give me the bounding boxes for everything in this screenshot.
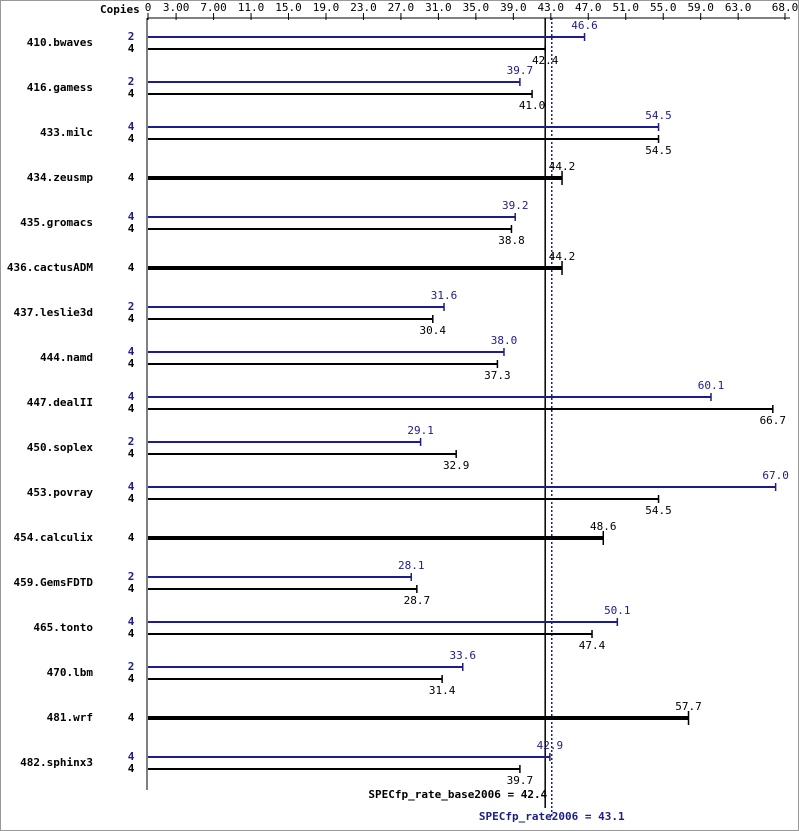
benchmark-name: 447.dealII [27, 396, 93, 409]
copies: 4 [128, 132, 135, 145]
copies: 4 [128, 615, 135, 628]
copies: 4 [128, 345, 135, 358]
value-label: 44.2 [549, 160, 576, 173]
value-label: 39.7 [507, 64, 534, 77]
benchmark-name: 437.leslie3d [14, 306, 93, 319]
value-label: 38.0 [491, 334, 518, 347]
x-tick-label: 3.00 [163, 1, 190, 14]
x-tick-label: 55.0 [650, 1, 677, 14]
value-label: 54.5 [645, 109, 672, 122]
value-label: 54.5 [645, 504, 672, 517]
benchmark-name: 450.soplex [27, 441, 94, 454]
x-tick-label: 0 [145, 1, 152, 14]
value-label: 44.2 [549, 250, 576, 263]
x-tick-label: 7.00 [200, 1, 227, 14]
value-label: 28.1 [398, 559, 425, 572]
copies: 4 [128, 480, 135, 493]
copies: 4 [128, 447, 135, 460]
x-tick-label: 35.0 [463, 1, 490, 14]
base-mean-label: SPECfp_rate_base2006 = 42.4 [368, 788, 547, 801]
value-label: 42.4 [532, 54, 559, 67]
x-tick-label: 39.0 [500, 1, 527, 14]
value-label: 37.3 [484, 369, 511, 382]
peak-mean-label: SPECfp_rate2006 = 43.1 [479, 810, 625, 823]
benchmark-name: 453.povray [27, 486, 94, 499]
copies: 4 [128, 210, 135, 223]
copies: 4 [128, 171, 135, 184]
benchmark-name: 435.gromacs [20, 216, 93, 229]
value-label: 38.8 [498, 234, 525, 247]
copies: 2 [128, 570, 135, 583]
copies: 2 [128, 435, 135, 448]
x-tick-label: 27.0 [388, 1, 415, 14]
copies: 4 [128, 531, 135, 544]
value-label: 32.9 [443, 459, 470, 472]
value-label: 48.6 [590, 520, 617, 533]
value-label: 54.5 [645, 144, 672, 157]
copies: 4 [128, 87, 135, 100]
copies: 4 [128, 120, 135, 133]
value-label: 42.9 [537, 739, 564, 752]
value-label: 29.1 [407, 424, 434, 437]
copies: 2 [128, 75, 135, 88]
benchmark-name: 434.zeusmp [27, 171, 94, 184]
benchmark-name: 470.lbm [47, 666, 94, 679]
benchmark-name: 481.wrf [47, 711, 93, 724]
benchmark-name: 482.sphinx3 [20, 756, 93, 769]
value-label: 30.4 [420, 324, 447, 337]
value-label: 33.6 [450, 649, 477, 662]
benchmark-name: 436.cactusADM [7, 261, 93, 274]
copies: 4 [128, 627, 135, 640]
copies: 4 [128, 261, 135, 274]
x-tick-label: 51.0 [613, 1, 640, 14]
x-tick-label: 11.0 [238, 1, 265, 14]
x-tick-label: 68.0 [772, 1, 799, 14]
value-label: 46.6 [571, 19, 598, 32]
copies: 4 [128, 711, 135, 724]
copies: 4 [128, 42, 135, 55]
value-label: 41.0 [519, 99, 546, 112]
x-tick-label: 43.0 [538, 1, 565, 14]
value-label: 39.7 [507, 774, 534, 787]
benchmark-name: 433.milc [40, 126, 93, 139]
copies: 2 [128, 30, 135, 43]
value-label: 31.4 [429, 684, 456, 697]
copies: 4 [128, 390, 135, 403]
benchmark-name: 465.tonto [33, 621, 93, 634]
value-label: 57.7 [675, 700, 702, 713]
copies: 4 [128, 357, 135, 370]
value-label: 28.7 [404, 594, 431, 607]
copies: 4 [128, 222, 135, 235]
copies: 4 [128, 750, 135, 763]
copies: 4 [128, 672, 135, 685]
value-label: 47.4 [579, 639, 606, 652]
copies: 2 [128, 300, 135, 313]
value-label: 66.7 [760, 414, 787, 427]
benchmark-name: 416.gamess [27, 81, 93, 94]
value-label: 31.6 [431, 289, 458, 302]
copies: 4 [128, 312, 135, 325]
benchmark-name: 410.bwaves [27, 36, 93, 49]
benchmark-name: 454.calculix [14, 531, 94, 544]
x-tick-label: 63.0 [725, 1, 752, 14]
copies: 2 [128, 660, 135, 673]
copies: 4 [128, 402, 135, 415]
value-label: 39.2 [502, 199, 529, 212]
copies: 4 [128, 762, 135, 775]
value-label: 60.1 [698, 379, 725, 392]
benchmark-name: 444.namd [40, 351, 93, 364]
copies: 4 [128, 582, 135, 595]
x-tick-label: 19.0 [313, 1, 340, 14]
benchmark-name: 459.GemsFDTD [14, 576, 94, 589]
x-tick-label: 15.0 [275, 1, 302, 14]
x-tick-label: 59.0 [687, 1, 714, 14]
copies: 4 [128, 492, 135, 505]
x-tick-label: 47.0 [575, 1, 602, 14]
value-label: 50.1 [604, 604, 631, 617]
axis-label: Copies [100, 3, 140, 16]
value-label: 67.0 [762, 469, 789, 482]
x-tick-label: 31.0 [425, 1, 452, 14]
x-tick-label: 23.0 [350, 1, 377, 14]
